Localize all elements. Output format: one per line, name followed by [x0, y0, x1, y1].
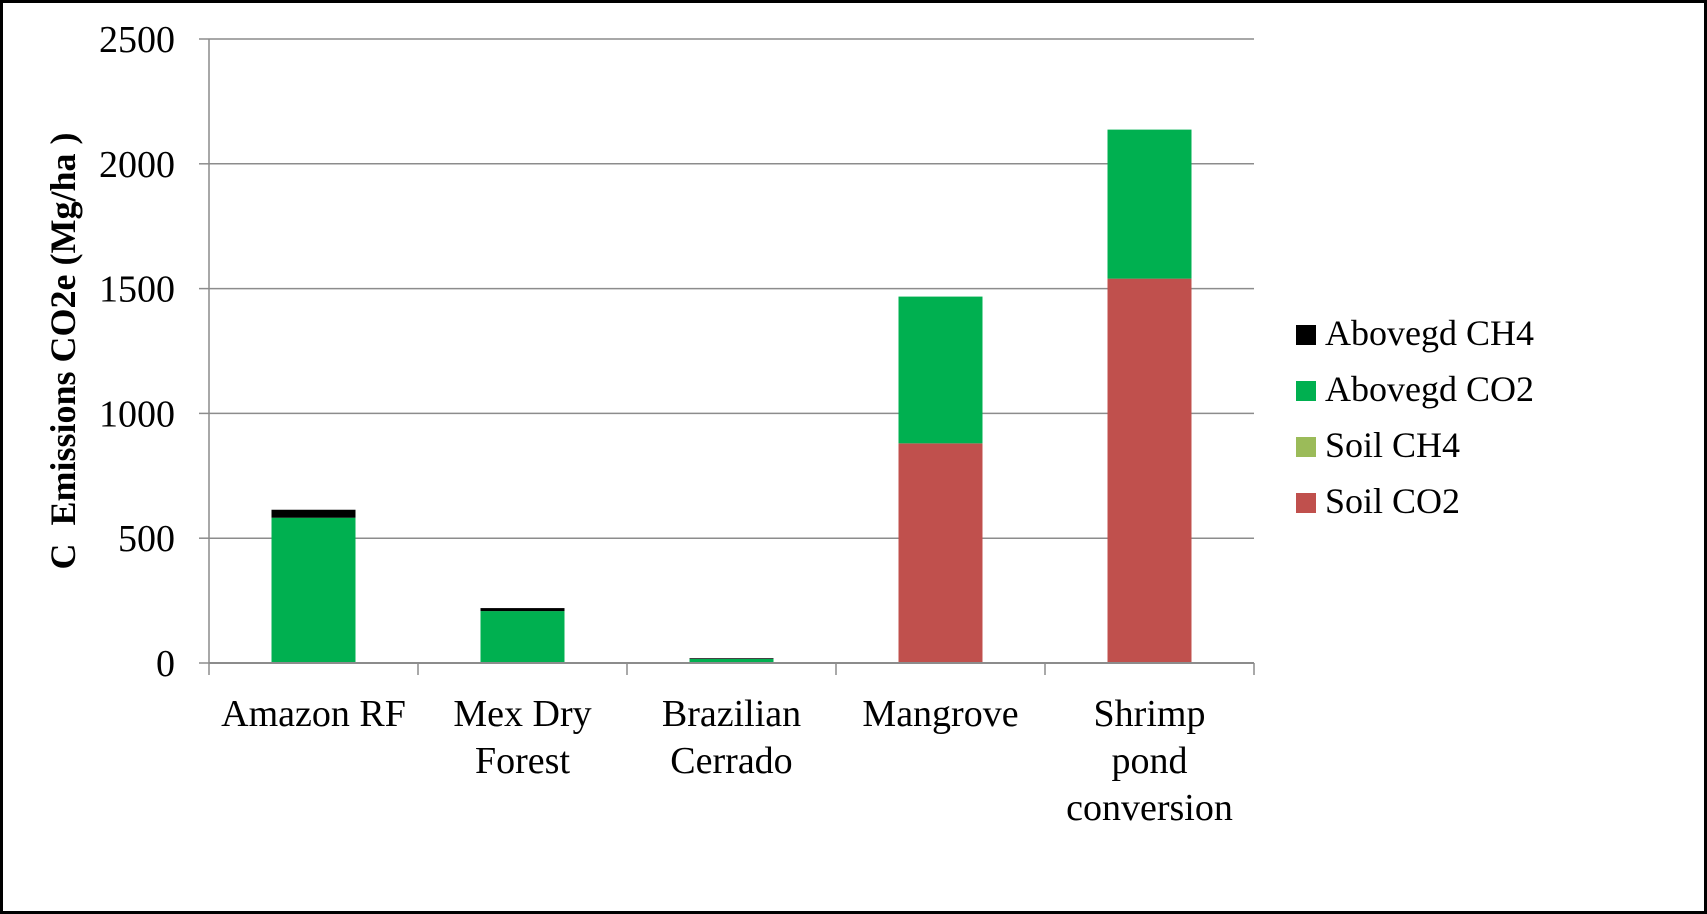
x-category-labels: Amazon RF Mex Dry Forest Brazilian Cerrado Ma… [221, 693, 1233, 829]
bar-segment-abovegd-co2 [271, 517, 356, 663]
x-category-label-line: Shrimp [1094, 693, 1206, 735]
legend-label: Soil CH4 [1325, 425, 1460, 465]
y-tick-label: 2500 [99, 19, 175, 61]
x-category-label-line: pond [1112, 740, 1188, 782]
legend-swatch [1296, 381, 1316, 401]
legend-item: Abovegd CH4 [1296, 313, 1534, 353]
x-category-label-line: Mangrove [862, 693, 1018, 735]
legend-label: Soil CO2 [1325, 481, 1460, 521]
legend: Abovegd CH4 Abovegd CO2 Soil CH4 Soil CO2 [1296, 313, 1534, 521]
x-category-label: Mex Dry Forest [453, 693, 591, 782]
y-axis-title: C Emissions CO2e (Mg/ha ) [43, 132, 83, 569]
legend-swatch [1296, 437, 1316, 457]
legend-label: Abovegd CH4 [1325, 313, 1534, 353]
bar-segment-abovegd-ch4 [689, 658, 774, 660]
x-category-label: Shrimp pond conversion [1066, 693, 1233, 829]
x-category-label-line: Cerrado [670, 740, 792, 782]
x-category-label-line: Mex Dry [453, 693, 591, 735]
y-tick-label: 2000 [99, 144, 175, 186]
legend-item: Soil CO2 [1296, 481, 1460, 521]
legend-item: Soil CH4 [1296, 425, 1460, 465]
x-category-label-line: Forest [475, 740, 570, 782]
bars [271, 129, 1192, 663]
x-category-label-line: Brazilian [662, 693, 801, 735]
bar-segment-abovegd-co2 [480, 611, 565, 663]
y-tick-label: 1500 [99, 269, 175, 311]
x-category-label-line: conversion [1066, 787, 1233, 829]
y-tick-labels: 0 500 1000 1500 2000 2500 [99, 19, 175, 685]
x-category-label: Amazon RF [221, 693, 406, 735]
legend-label: Abovegd CO2 [1325, 369, 1534, 409]
bar-segment-soil-co2 [1107, 278, 1192, 663]
legend-swatch [1296, 325, 1316, 345]
bar-segment-abovegd-co2 [898, 296, 983, 444]
x-category-label: Mangrove [862, 693, 1018, 735]
bar-segment-abovegd-co2 [689, 659, 774, 663]
x-category-label-line: Amazon RF [221, 693, 406, 735]
y-tick-label: 500 [118, 518, 175, 560]
x-category-label: Brazilian Cerrado [662, 693, 801, 782]
y-tick-label: 0 [156, 643, 175, 685]
gridlines [199, 38, 1254, 664]
legend-swatch [1296, 493, 1316, 513]
bar-segment-soil-co2 [898, 443, 983, 663]
bar-segment-abovegd-ch4 [271, 509, 356, 518]
y-tick-label: 1000 [99, 393, 175, 435]
legend-item: Abovegd CO2 [1296, 369, 1534, 409]
axes [208, 39, 1255, 675]
bar-segment-abovegd-co2 [1107, 129, 1192, 279]
bar-segment-abovegd-ch4 [480, 608, 565, 612]
stacked-bar-chart: 0 500 1000 1500 2000 2500 Amazon RF Mex Dry For… [43, 19, 1534, 829]
